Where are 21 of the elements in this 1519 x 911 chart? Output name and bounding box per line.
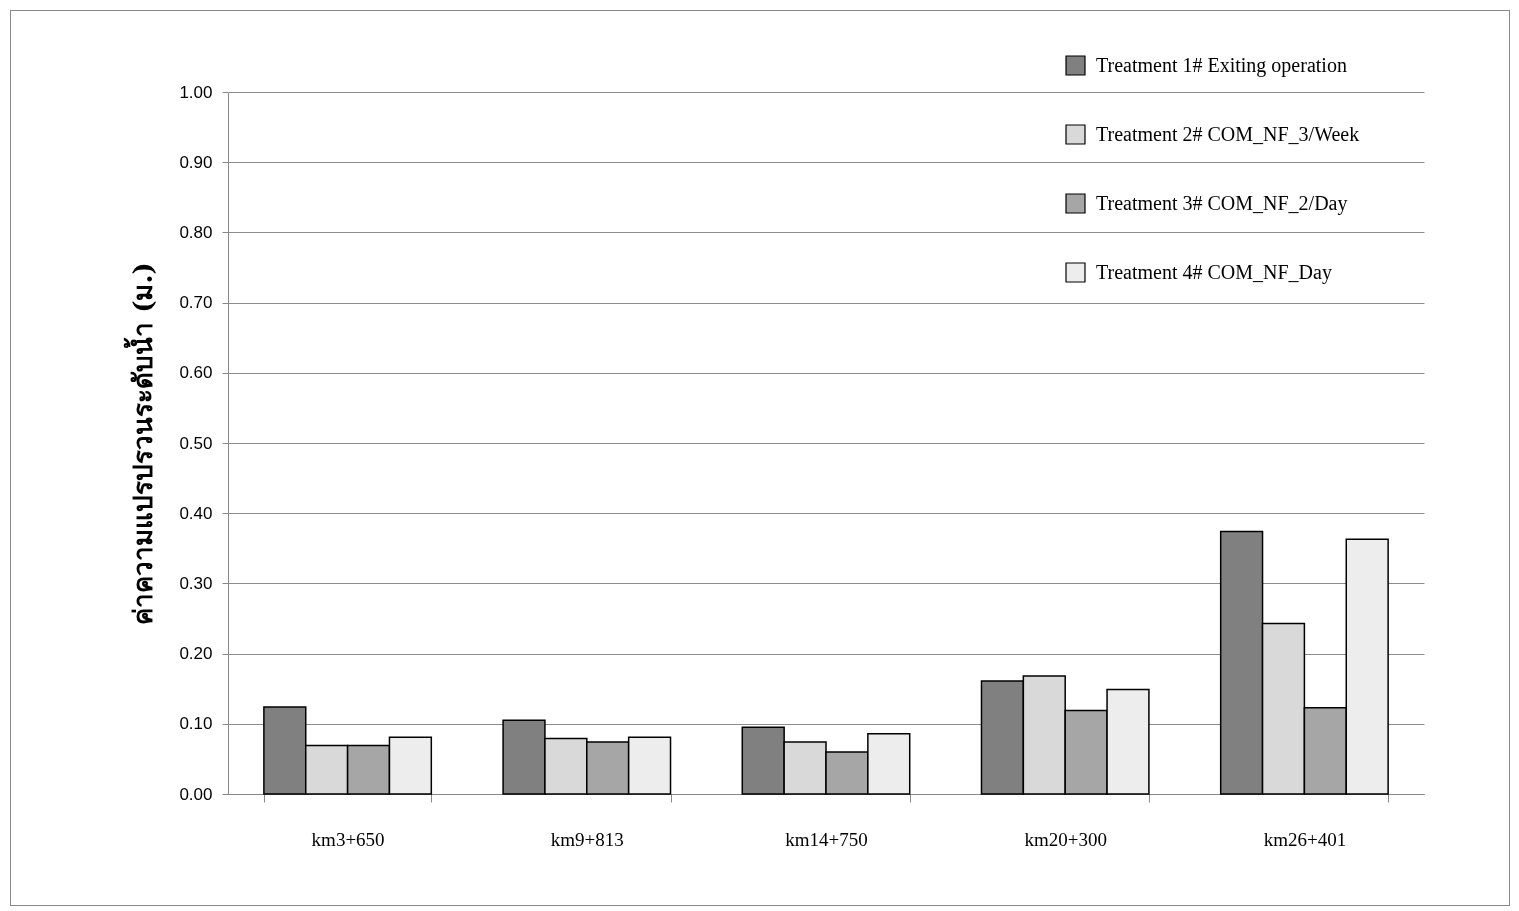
x-tick-label: km3+650 — [311, 828, 385, 850]
y-axis-title: ค่าความแปรปรวนระดับน้ำ (ม.) — [123, 262, 159, 625]
y-tick-label: 0.10 — [179, 714, 213, 734]
y-tick-label: 0.70 — [179, 293, 213, 313]
x-tick-label: km9+813 — [550, 828, 624, 850]
legend-label: Treatment 2# COM_NF_3/Week — [1096, 122, 1360, 145]
y-tick-label: 0.50 — [179, 433, 213, 453]
x-tick-label: km14+750 — [785, 828, 868, 850]
x-tick-label: km26+401 — [1263, 828, 1347, 850]
y-tick-label: 0.60 — [179, 363, 213, 383]
y-tick-label: 0.40 — [179, 503, 213, 523]
y-tick-label: 1.00 — [179, 82, 213, 102]
y-tick-label: 0.00 — [179, 784, 213, 804]
legend-label: Treatment 3# COM_NF_2/Day — [1096, 191, 1348, 215]
y-tick-label: 0.90 — [179, 152, 213, 172]
y-tick-label: 0.80 — [179, 222, 213, 242]
x-tick-label: km20+300 — [1024, 828, 1107, 850]
y-tick-label: 0.20 — [179, 644, 213, 664]
legend-label: Treatment 1# Exiting operation — [1096, 53, 1347, 77]
y-tick-label: 0.30 — [179, 573, 213, 593]
legend-label: Treatment 4# COM_NF_Day — [1096, 260, 1332, 284]
